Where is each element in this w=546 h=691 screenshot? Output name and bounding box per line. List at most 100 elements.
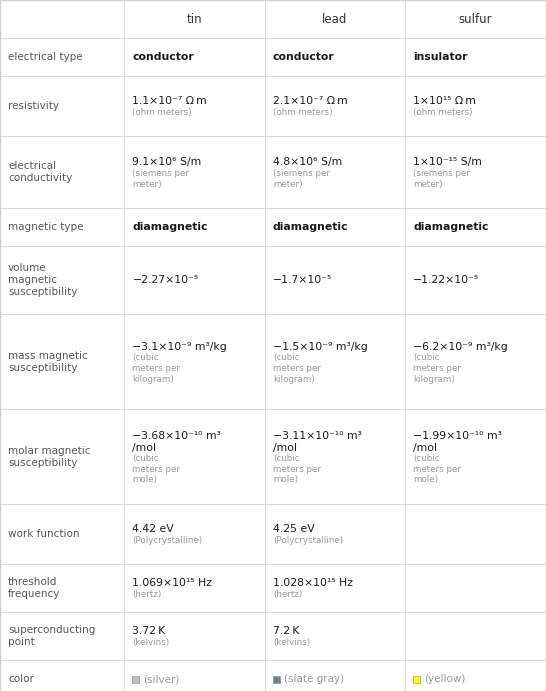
Text: volume
magnetic
susceptibility: volume magnetic susceptibility xyxy=(8,263,78,297)
Bar xyxy=(265,564,405,612)
Text: color: color xyxy=(8,674,34,684)
Text: (cubic
meters per
kilogram): (cubic meters per kilogram) xyxy=(133,353,181,384)
Bar xyxy=(405,246,546,314)
Bar xyxy=(0,612,124,660)
Bar xyxy=(0,564,124,612)
Text: (cubic
meters per
mole): (cubic meters per mole) xyxy=(133,454,181,484)
Text: 7.2 K: 7.2 K xyxy=(273,625,299,636)
Text: (yellow): (yellow) xyxy=(424,674,466,684)
Text: superconducting
point: superconducting point xyxy=(8,625,96,647)
Text: diamagnetic: diamagnetic xyxy=(133,222,208,232)
Bar xyxy=(124,246,265,314)
Text: −3.68×10⁻¹⁰ m³
/mol: −3.68×10⁻¹⁰ m³ /mol xyxy=(133,431,221,453)
Bar xyxy=(265,76,405,136)
Bar xyxy=(265,246,405,314)
Bar xyxy=(405,504,546,564)
Text: tin: tin xyxy=(187,12,203,26)
Text: (slate gray): (slate gray) xyxy=(284,674,344,684)
Bar xyxy=(265,504,405,564)
Bar xyxy=(124,504,265,564)
Bar xyxy=(405,612,546,660)
Text: magnetic type: magnetic type xyxy=(8,222,84,232)
Text: (Polycrystalline): (Polycrystalline) xyxy=(133,536,203,545)
Text: −2.27×10⁻⁵: −2.27×10⁻⁵ xyxy=(133,275,199,285)
Text: 1×10¹⁵ Ω m: 1×10¹⁵ Ω m xyxy=(413,95,476,106)
Bar xyxy=(0,76,124,136)
Text: resistivity: resistivity xyxy=(8,101,59,111)
Text: 2.1×10⁻⁷ Ω m: 2.1×10⁻⁷ Ω m xyxy=(273,95,348,106)
Bar xyxy=(0,504,124,564)
Bar xyxy=(0,409,124,504)
Text: 4.8×10⁶ S/m: 4.8×10⁶ S/m xyxy=(273,157,342,167)
Bar xyxy=(265,612,405,660)
Text: conductor: conductor xyxy=(133,52,194,62)
Bar xyxy=(405,0,546,38)
Text: insulator: insulator xyxy=(413,52,467,62)
Bar xyxy=(124,208,265,246)
Bar xyxy=(405,76,546,136)
Bar xyxy=(0,0,124,38)
Text: (hertz): (hertz) xyxy=(273,590,302,599)
Text: (cubic
meters per
kilogram): (cubic meters per kilogram) xyxy=(413,353,461,384)
Bar xyxy=(405,409,546,504)
Text: mass magnetic
susceptibility: mass magnetic susceptibility xyxy=(8,350,88,372)
Bar xyxy=(405,314,546,409)
Text: (siemens per
meter): (siemens per meter) xyxy=(273,169,330,189)
Bar xyxy=(265,208,405,246)
Bar xyxy=(124,409,265,504)
Bar xyxy=(124,612,265,660)
Text: 1×10⁻¹⁵ S/m: 1×10⁻¹⁵ S/m xyxy=(413,157,482,167)
Text: (Polycrystalline): (Polycrystalline) xyxy=(273,536,343,545)
Text: (kelvins): (kelvins) xyxy=(133,638,170,647)
Text: electrical type: electrical type xyxy=(8,52,82,62)
Text: −3.1×10⁻⁹ m³/kg: −3.1×10⁻⁹ m³/kg xyxy=(133,342,227,352)
Bar xyxy=(265,136,405,208)
Text: work function: work function xyxy=(8,529,80,539)
Text: (kelvins): (kelvins) xyxy=(273,638,310,647)
Bar xyxy=(405,660,546,691)
Bar xyxy=(265,314,405,409)
Text: −1.5×10⁻⁹ m³/kg: −1.5×10⁻⁹ m³/kg xyxy=(273,342,367,352)
Bar xyxy=(413,676,420,683)
Text: −1.22×10⁻⁵: −1.22×10⁻⁵ xyxy=(413,275,479,285)
Bar xyxy=(405,38,546,76)
Text: diamagnetic: diamagnetic xyxy=(413,222,489,232)
Text: conductor: conductor xyxy=(273,52,335,62)
Bar xyxy=(124,76,265,136)
Bar xyxy=(124,136,265,208)
Text: lead: lead xyxy=(322,12,348,26)
Bar xyxy=(405,564,546,612)
Text: −1.99×10⁻¹⁰ m³
/mol: −1.99×10⁻¹⁰ m³ /mol xyxy=(413,431,502,453)
Bar xyxy=(124,314,265,409)
Text: threshold
frequency: threshold frequency xyxy=(8,577,61,599)
Text: −3.11×10⁻¹⁰ m³
/mol: −3.11×10⁻¹⁰ m³ /mol xyxy=(273,431,361,453)
Text: −6.2×10⁻⁹ m³/kg: −6.2×10⁻⁹ m³/kg xyxy=(413,342,508,352)
Text: 4.25 eV: 4.25 eV xyxy=(273,524,314,533)
Bar xyxy=(265,409,405,504)
Text: −1.7×10⁻⁵: −1.7×10⁻⁵ xyxy=(273,275,332,285)
Text: (cubic
meters per
mole): (cubic meters per mole) xyxy=(273,454,321,484)
Text: (siemens per
meter): (siemens per meter) xyxy=(133,169,189,189)
Bar xyxy=(0,660,124,691)
Bar xyxy=(0,136,124,208)
Text: 1.069×10¹⁵ Hz: 1.069×10¹⁵ Hz xyxy=(133,578,212,587)
Text: molar magnetic
susceptibility: molar magnetic susceptibility xyxy=(8,446,91,468)
Text: (ohm meters): (ohm meters) xyxy=(413,108,473,117)
Text: diamagnetic: diamagnetic xyxy=(273,222,348,232)
Text: 1.028×10¹⁵ Hz: 1.028×10¹⁵ Hz xyxy=(273,578,353,587)
Text: electrical
conductivity: electrical conductivity xyxy=(8,161,72,183)
Bar xyxy=(124,564,265,612)
Bar xyxy=(124,0,265,38)
Bar xyxy=(405,136,546,208)
Text: (ohm meters): (ohm meters) xyxy=(133,108,192,117)
Bar xyxy=(265,0,405,38)
Text: (hertz): (hertz) xyxy=(133,590,162,599)
Bar xyxy=(124,660,265,691)
Text: (silver): (silver) xyxy=(144,674,180,684)
Bar xyxy=(124,38,265,76)
Text: 4.42 eV: 4.42 eV xyxy=(133,524,174,533)
Bar xyxy=(273,676,280,683)
Bar xyxy=(265,38,405,76)
Bar xyxy=(133,676,139,683)
Text: sulfur: sulfur xyxy=(459,12,492,26)
